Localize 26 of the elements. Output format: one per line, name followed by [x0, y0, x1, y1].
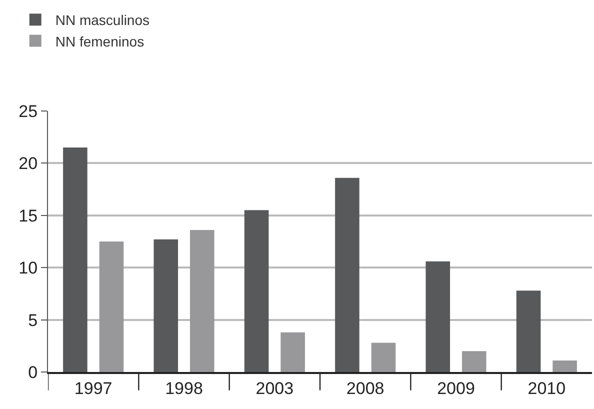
bar: [516, 290, 541, 372]
y-tick-label: 10: [18, 258, 38, 278]
bar: [154, 239, 178, 372]
x-tick-label: 2003: [256, 379, 294, 398]
y-tick-label: 15: [18, 206, 38, 226]
x-tick-label: 2008: [346, 379, 384, 398]
legend-label: NN femeninos: [55, 33, 144, 50]
y-tick-label: 20: [18, 154, 38, 174]
x-tick-label: 1997: [74, 379, 112, 398]
bar: [426, 261, 450, 372]
y-tick-label: 25: [18, 102, 38, 121]
bar: [190, 230, 214, 372]
y-tick-label: 0: [28, 362, 38, 382]
bar: [244, 210, 269, 372]
bar: [371, 342, 396, 372]
x-tick-label: 2010: [528, 379, 566, 398]
x-tick-label: 1998: [165, 379, 203, 398]
bar: [552, 360, 577, 372]
bar: [462, 351, 486, 372]
legend-label: NN masculinos: [55, 12, 150, 28]
bar: [63, 148, 88, 372]
bar: [99, 242, 124, 372]
y-tick-label: 5: [28, 310, 38, 330]
x-tick-label: 2009: [437, 379, 475, 398]
bar: [335, 178, 360, 372]
bar: [280, 332, 305, 372]
